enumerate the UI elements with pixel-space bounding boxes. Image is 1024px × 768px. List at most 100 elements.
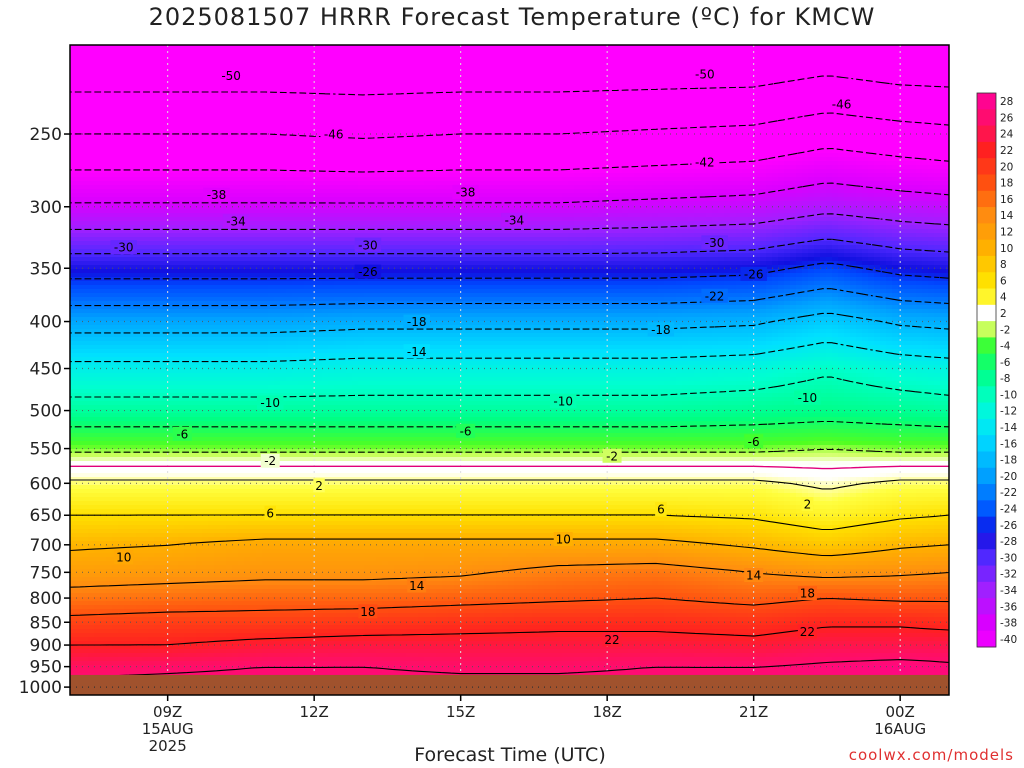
contour-label-bg [222, 214, 250, 229]
colorbar-swatch [977, 549, 996, 567]
contour-line [70, 420, 949, 428]
contour-label-bg [264, 505, 276, 520]
contour-label-text: 14 [409, 579, 424, 593]
contour-label-text: -14 [407, 345, 427, 359]
contour-label-text: -18 [407, 315, 427, 329]
contour-label-text: 22 [800, 625, 815, 639]
contour-label: -22 [701, 288, 728, 303]
contour-label-bg [794, 390, 821, 405]
contour-label: -46 [320, 127, 347, 142]
contour-line [70, 538, 949, 557]
contour-label-text: -6 [460, 424, 472, 438]
contour-label-bg [744, 567, 764, 582]
contour-label-bg [260, 453, 280, 468]
contour-lines [70, 75, 949, 678]
contour-line [70, 75, 949, 96]
colorbar-swatch [977, 141, 996, 159]
contour-label-bg [403, 344, 430, 359]
contour-label-bg [354, 264, 382, 279]
colorbar-tick-label: 12 [1000, 227, 1013, 239]
colorbar-swatch [977, 467, 996, 485]
contour-label-bg [358, 604, 378, 619]
contour-label-text: -26 [744, 267, 764, 281]
contour-label-bg [549, 393, 577, 408]
colorbar-tick-label: 24 [1000, 129, 1014, 141]
colorbar-tick-label: -32 [1000, 569, 1017, 581]
contour-label: -18 [647, 322, 675, 337]
contour-line [70, 597, 949, 617]
contour-label: -30 [354, 237, 382, 252]
colorbar-tick-label: -40 [1000, 634, 1017, 646]
contour-label-text: -46 [832, 98, 852, 112]
colorbar-swatch [977, 321, 996, 338]
colorbar-swatch [977, 581, 996, 599]
contour-label: -6 [456, 423, 476, 438]
contour-label: -38 [452, 184, 479, 199]
y-tick-label: 750 [30, 563, 62, 583]
contour-label-bg [403, 314, 430, 329]
colorbar-swatch [977, 484, 996, 501]
colorbar-swatch [977, 451, 996, 469]
contour-label-bg [501, 212, 528, 227]
y-tick-label: 800 [30, 589, 62, 609]
y-tick-label: 850 [30, 613, 62, 633]
colorbar-tick-label: -10 [1000, 389, 1017, 401]
contour-label-text: -10 [553, 394, 573, 408]
contour-label-text: -50 [695, 67, 715, 81]
contour-label-bg [797, 624, 817, 639]
grid-lines [70, 45, 949, 695]
contour-label: -42 [691, 154, 719, 169]
chart-title: 2025081507 HRRR Forecast Temperature (ºC… [0, 3, 1024, 31]
colorbar-frame [976, 92, 997, 648]
contour-label-text: -26 [358, 265, 378, 279]
colorbar-tick-label: -2 [1000, 324, 1010, 336]
contour-label-bg [553, 532, 573, 547]
colorbar-tick-label: -12 [1000, 406, 1017, 418]
colorbar-tick-label: 20 [1000, 161, 1013, 173]
x-tick-label: 00Z [885, 703, 914, 721]
contour-label-text: -46 [324, 128, 344, 142]
y-tick-label: 700 [30, 536, 62, 556]
contour-label: -6 [744, 434, 764, 449]
contour-line [70, 342, 949, 363]
y-tick-label: 500 [30, 402, 62, 422]
contour-label-text: 18 [360, 605, 375, 619]
contour-label-text: -30 [358, 238, 378, 252]
contour-label: -2 [260, 453, 280, 468]
contour-label-text: 22 [604, 633, 619, 647]
contour-label-text: -22 [705, 289, 725, 303]
x-tick-label: 21Z [739, 703, 768, 721]
x-tick-label: 15Z [446, 703, 475, 721]
y-tick-label: 900 [30, 636, 62, 656]
colorbar-tick-label: 28 [1000, 96, 1013, 108]
contour-label-text: -6 [176, 427, 188, 441]
colorbar-swatch [977, 630, 996, 648]
x-tick-label: 15AUG [142, 720, 194, 738]
colorbar-tick-label: -16 [1000, 438, 1017, 450]
contour-label-bg [602, 632, 622, 647]
contour-label-bg [217, 68, 245, 83]
surface-fill [70, 674, 949, 695]
colorbar-tick-label: -36 [1000, 601, 1017, 613]
contour-line [70, 112, 949, 139]
contour-label: 14 [744, 567, 764, 582]
contour-label: -2 [602, 448, 622, 463]
contour-label-bg [114, 550, 134, 565]
contour-label-bg [602, 448, 622, 463]
contour-label-bg [691, 66, 719, 81]
x-tick-label: 16AUG [874, 720, 926, 738]
contour-line [70, 288, 949, 307]
contour-label: -34 [222, 214, 250, 229]
contour-label: -26 [740, 266, 767, 281]
temperature-field [70, 45, 949, 695]
x-tick-label: 09Z [153, 703, 182, 721]
contour-labels: -50 -50-46-46-42-38 -38-34 -34-30 -30 -30-26-… [110, 66, 855, 647]
colorbar-swatch [977, 255, 996, 273]
colorbar-tick-label: -8 [1000, 373, 1010, 385]
plot-frame [69, 44, 950, 696]
contour-label-text: -38 [207, 188, 227, 202]
contour-label-text: -18 [651, 323, 671, 337]
y-tick-label: 600 [30, 474, 62, 494]
